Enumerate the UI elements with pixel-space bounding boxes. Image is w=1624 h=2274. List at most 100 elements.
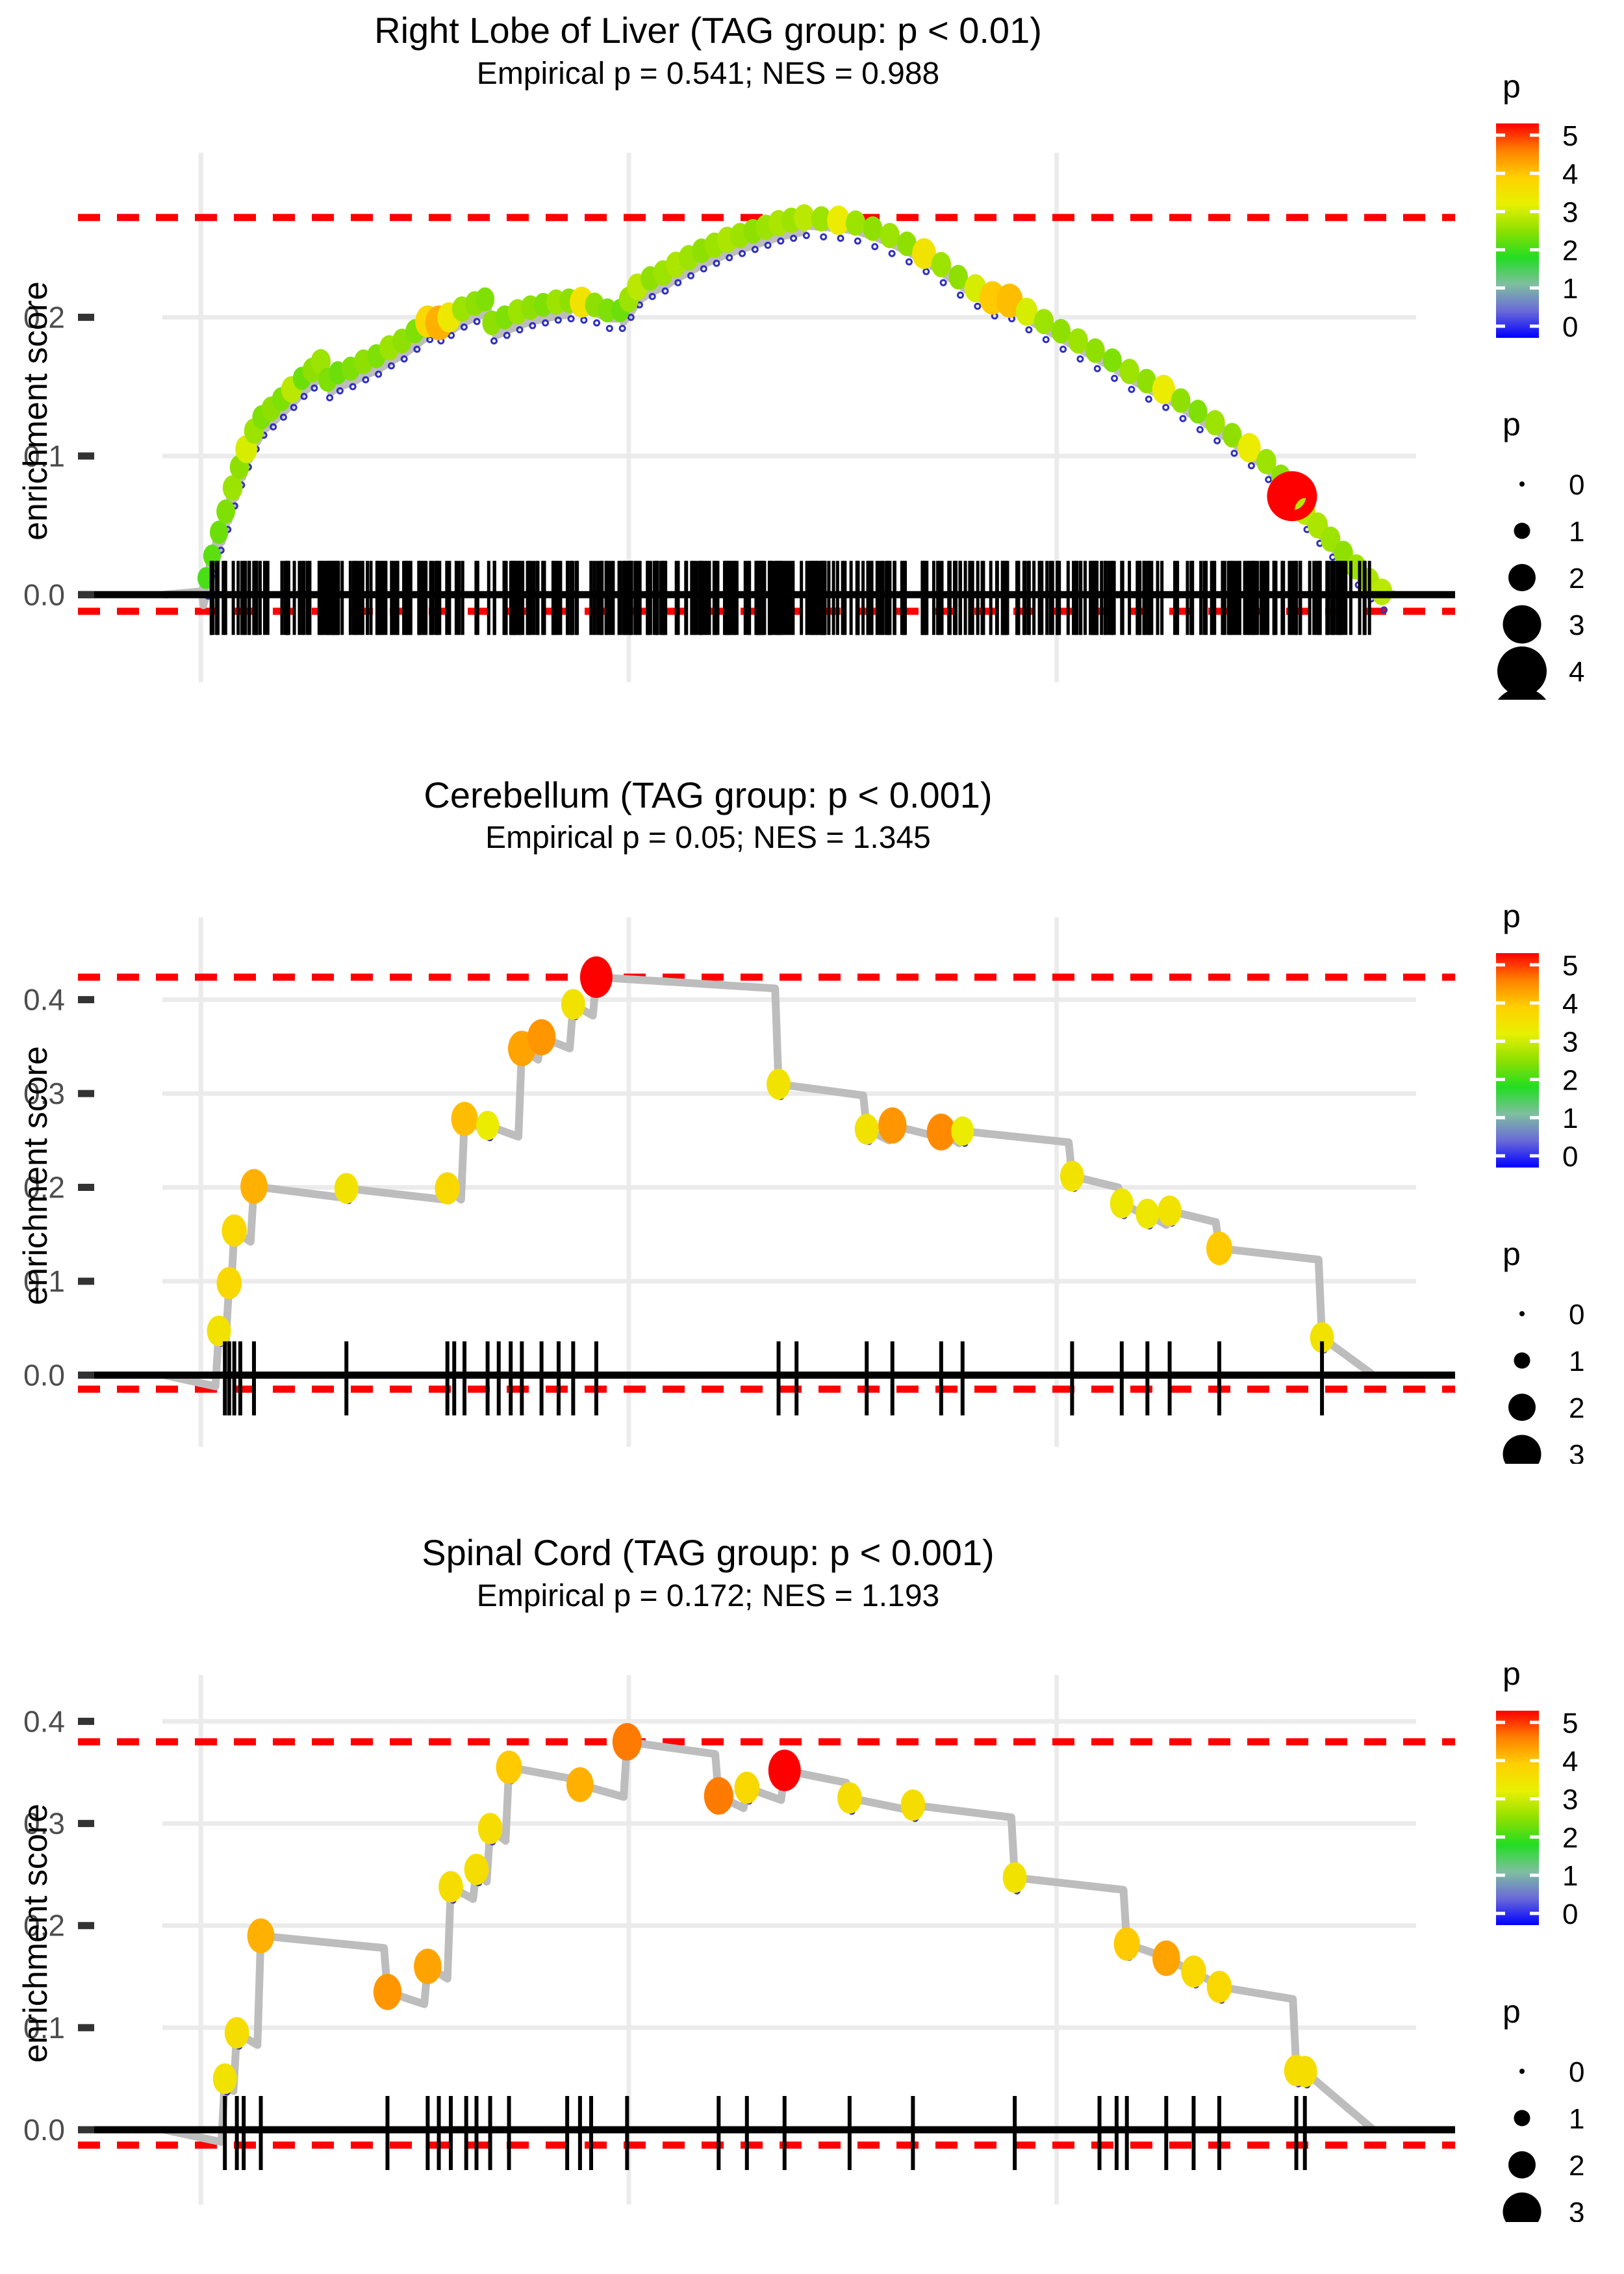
enrichment-point: [878, 1106, 907, 1143]
y-axis-tick-label: 0.1: [23, 1264, 65, 1298]
tooth-bottom-marker: [648, 292, 656, 300]
size-legend-label: 1: [1569, 1346, 1584, 1377]
tooth-bottom-marker: [448, 331, 455, 339]
enrichment-point: [926, 1113, 956, 1151]
tooth-bottom-marker: [567, 315, 575, 323]
size-legend-dot: [1514, 1352, 1530, 1369]
size-legend-dot: [1519, 481, 1525, 487]
size-legend-label: 3: [1569, 609, 1584, 641]
tooth-bottom-marker: [516, 326, 524, 334]
colorbar-tick-label: 2: [1562, 1064, 1578, 1096]
size-legend-label: 2: [1569, 1392, 1584, 1424]
size-legend-title: p: [1503, 1236, 1521, 1272]
tooth-bottom-marker: [739, 249, 746, 257]
enrichment-point: [451, 1101, 478, 1136]
size-legend-label: 3: [1569, 1439, 1584, 1464]
size-legend-dot: [1514, 522, 1530, 539]
panel-title-block: Right Lobe of Liver (TAG group: p < 0.01…: [0, 0, 1416, 90]
colorbar-tick-label: 4: [1562, 1746, 1578, 1778]
y-axis-tick-label: 0.0: [23, 2113, 65, 2147]
size-legend-label: 1: [1569, 516, 1584, 548]
enrichment-point: [1292, 2056, 1317, 2088]
tooth-bottom-marker: [802, 232, 810, 240]
tooth-bottom-marker: [1213, 437, 1221, 444]
enrichment-point: [1334, 541, 1353, 566]
tooth-bottom-marker: [888, 249, 896, 257]
tooth-bottom-marker: [542, 319, 550, 327]
tooth-bottom-marker: [1265, 476, 1273, 483]
tooth-bottom-marker: [580, 316, 588, 324]
colorbar-tick-label: 3: [1562, 197, 1578, 229]
enrichment-point: [477, 1813, 503, 1845]
colorbar-tick-label: 5: [1562, 120, 1578, 152]
tooth-bottom-marker: [1059, 346, 1067, 353]
panel-right-lobe-of-liver: Right Lobe of Liver (TAG group: p < 0.01…: [0, 0, 1624, 758]
panel-title: Right Lobe of Liver (TAG group: p < 0.01…: [374, 10, 1042, 51]
size-legend-label: 4: [1569, 656, 1584, 688]
enrichment-point: [438, 1871, 463, 1903]
colorbar-legend: [1495, 123, 1539, 338]
enrichment-point: [1085, 338, 1105, 363]
enrichment-point: [1136, 1198, 1160, 1229]
enrichment-point: [1102, 348, 1122, 373]
enrichment-point: [794, 204, 815, 231]
tooth-bottom-marker: [1162, 403, 1170, 411]
enrichment-point: [207, 1315, 231, 1346]
y-axis-tick-label: 0.1: [23, 439, 65, 473]
tooth-bottom-marker: [300, 392, 308, 400]
panel-title-block: Cerebellum (TAG group: p < 0.001) Empiric…: [0, 758, 1416, 855]
enrichment-point: [837, 1782, 862, 1814]
y-axis-tick-label: 0.2: [23, 300, 65, 334]
enrichment-point: [1137, 368, 1156, 394]
enrichment-point: [863, 216, 883, 241]
size-legend-dot: [1519, 1310, 1525, 1316]
enrichment-point: [768, 1750, 801, 1792]
tooth-bottom-marker: [349, 383, 357, 390]
enrichment-running-sum-line: [163, 1738, 1377, 2147]
enrichment-point: [827, 205, 850, 235]
enrichment-point: [948, 264, 969, 290]
panel-title-block: Spinal Cord (TAG group: p < 0.001) Empiri…: [0, 1516, 1416, 1613]
tooth-bottom-marker: [503, 331, 511, 339]
panel-spinal-cord: Spinal Cord (TAG group: p < 0.001) Empiri…: [0, 1516, 1624, 2274]
tooth-bottom-marker: [326, 394, 334, 402]
enrichment-point: [222, 475, 243, 501]
enrichment-point: [566, 1767, 594, 1802]
enrichment-point: [561, 988, 585, 1020]
enrichment-point: [1034, 309, 1054, 335]
enrichment-point: [767, 1068, 791, 1099]
y-axis-title: enrichment score: [17, 281, 55, 541]
tooth-bottom-marker: [270, 423, 277, 431]
enrichment-point: [1152, 1940, 1180, 1976]
enrichment-point: [1321, 526, 1341, 552]
tooth-bottom-marker: [1025, 326, 1033, 334]
colorbar-legend: [1495, 952, 1539, 1168]
y-axis-tick-label: 0.3: [23, 1077, 65, 1110]
tooth-bottom-marker: [837, 235, 844, 242]
enrichment-point: [496, 1750, 522, 1785]
tooth-bottom-marker: [605, 325, 613, 333]
plot-right-lobe-of-liver: 0.00.10.20500010000Rank of gene by tissu…: [17, 68, 1584, 700]
y-axis-tick-label: 0.2: [23, 1170, 65, 1204]
enrichment-point: [912, 238, 936, 269]
tooth-bottom-marker: [713, 259, 720, 267]
plot-cerebellum: 0.00.10.20.30.40500010000Rank of gene by…: [17, 898, 1584, 1464]
tooth-bottom-marker: [871, 243, 879, 251]
tooth-bottom-marker: [473, 318, 481, 326]
tooth-bottom-marker: [1128, 385, 1136, 393]
tooth-bottom-marker: [974, 302, 982, 310]
tooth-bottom-marker: [336, 387, 344, 395]
colorbar-legend-title: p: [1503, 898, 1521, 934]
enrichment-point: [734, 1772, 760, 1804]
tooth-bottom-marker: [726, 254, 733, 262]
colorbar-tick-label: 5: [1562, 950, 1578, 982]
tooth-bottom-marker: [922, 268, 930, 275]
size-legend-title: p: [1503, 1993, 1521, 2030]
enrichment-point: [880, 222, 900, 249]
enrichment-point: [247, 1918, 275, 1954]
enrichment-point: [464, 1854, 489, 1885]
size-legend-dot: [1503, 1435, 1542, 1464]
enrichment-point: [1206, 1231, 1233, 1265]
tooth-bottom-marker: [554, 316, 562, 324]
